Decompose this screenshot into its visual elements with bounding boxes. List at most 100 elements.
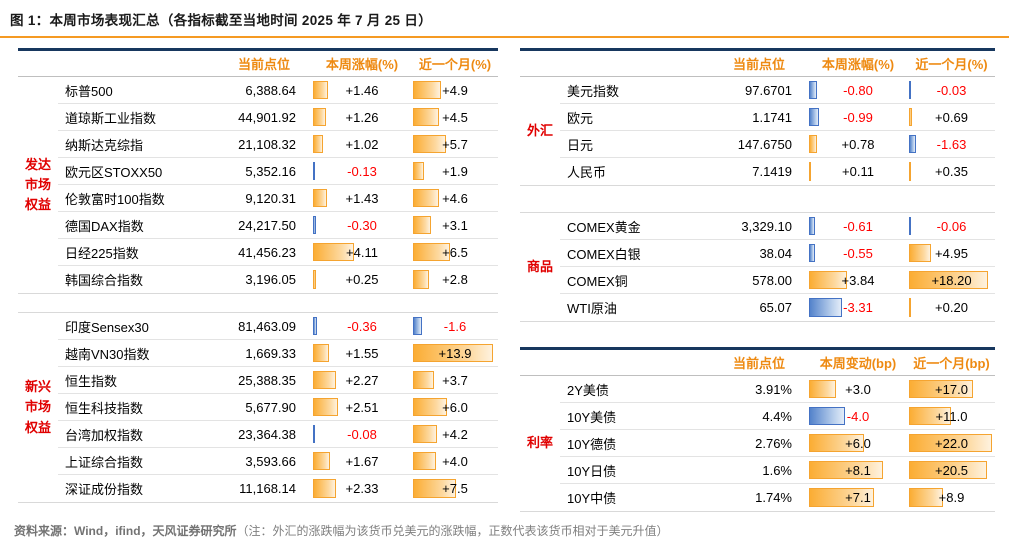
positive-data-bar xyxy=(313,452,330,470)
positive-change-cell: +1.02 xyxy=(312,131,412,158)
change-value: -0.55 xyxy=(843,245,873,261)
positive-change-cell: +4.9 xyxy=(412,77,498,104)
positive-data-bar xyxy=(909,108,912,126)
positive-change-cell: +7.1 xyxy=(808,484,908,511)
instrument-name: 韩国综合指数 xyxy=(65,273,144,288)
positive-data-bar xyxy=(413,371,435,389)
current-value: 1,669.33 xyxy=(216,340,312,367)
current-value: 38.04 xyxy=(710,240,808,267)
change-value: -0.03 xyxy=(936,82,967,98)
current-value: 4.4% xyxy=(710,403,808,430)
positive-change-cell: +6.0 xyxy=(412,394,498,421)
change-value: -4.0 xyxy=(846,408,870,424)
positive-data-bar xyxy=(313,371,336,389)
negative-change-cell: -0.99 xyxy=(808,104,908,131)
source-note: 资料来源：Wind，ifind，天风证券研究所（注：外汇的涨跌幅为该货币兑美元的… xyxy=(0,512,1009,539)
current-value: 1.74% xyxy=(755,490,792,505)
title-divider xyxy=(0,36,1009,38)
instrument-name: 深证成份指数 xyxy=(65,482,144,497)
change-value: +0.11 xyxy=(842,164,874,179)
tables-area: 当前点位 本周涨幅(%) 近一个月(%) 发达市场权益 标普500 6,388.64 +1.… xyxy=(0,38,1009,512)
positive-change-cell: +6.5 xyxy=(412,239,498,266)
instrument-name: 美元指数 xyxy=(560,77,710,104)
positive-change-cell: +3.84 xyxy=(808,267,908,294)
positive-change-cell: +17.0 xyxy=(908,376,995,403)
change-value: +6.0 xyxy=(845,435,871,451)
current-value: 1.6% xyxy=(710,457,808,484)
current-value: 97.6701 xyxy=(710,77,808,104)
table-group: 利率 2Y美债 3.91% +3.0 +17.0 10Y美债 4.4% -4.0 +11.0 10… xyxy=(520,376,995,512)
current-value: 11,168.14 xyxy=(239,481,296,496)
negative-data-bar xyxy=(909,217,911,235)
change-value: -0.08 xyxy=(347,426,377,442)
change-value: +1.26 xyxy=(345,109,379,125)
table-header-row: 当前点位 本周涨幅(%) 近一个月(%) xyxy=(520,48,995,77)
instrument-name: 10Y德债 xyxy=(560,430,710,457)
negative-change-cell: -0.55 xyxy=(808,240,908,267)
negative-data-bar xyxy=(809,81,817,99)
current-value: 2.76% xyxy=(710,430,808,457)
positive-data-bar xyxy=(313,398,339,416)
positive-change-cell: +0.20 xyxy=(908,294,995,321)
instrument-name: COMEX黄金 xyxy=(560,213,710,240)
positive-change-cell: +1.26 xyxy=(312,104,412,131)
positive-data-bar xyxy=(909,488,943,507)
current-value: 147.6750 xyxy=(710,131,808,158)
positive-change-cell: +2.51 xyxy=(312,394,412,421)
source-label: 资料来源：Wind，ifind，天风证券研究所 xyxy=(14,524,237,538)
positive-data-bar xyxy=(809,434,864,452)
table-group: 外汇 美元指数 97.6701 -0.80 -0.03 欧元 1.1741 -0.99 +0.6… xyxy=(520,77,995,186)
positive-change-cell: +3.1 xyxy=(412,212,498,239)
positive-change-cell: +6.0 xyxy=(808,430,908,457)
change-value: -1.6 xyxy=(443,318,467,334)
change-value: +1.46 xyxy=(345,82,379,98)
negative-change-cell: -0.03 xyxy=(908,77,995,104)
change-value: +1.55 xyxy=(345,345,379,361)
positive-data-bar xyxy=(413,398,448,416)
positive-data-bar xyxy=(413,243,451,261)
positive-change-cell: +3.0 xyxy=(808,376,908,403)
column-header: 近一个月(%) xyxy=(915,57,988,72)
instrument-name: 越南VN30指数 xyxy=(58,340,216,367)
positive-data-bar xyxy=(809,488,874,507)
positive-change-cell: +2.8 xyxy=(412,266,498,293)
current-value: 1.1741 xyxy=(710,104,808,131)
column-header: 本周变动(bp) xyxy=(819,356,897,371)
header-spacer xyxy=(58,51,216,76)
negative-data-bar xyxy=(313,425,315,443)
current-value: 81,463.09 xyxy=(216,313,312,340)
change-value: -0.99 xyxy=(843,109,873,125)
change-value: -0.61 xyxy=(843,218,873,234)
positive-data-bar xyxy=(909,298,911,317)
positive-data-bar xyxy=(809,380,837,398)
positive-change-cell: +8.1 xyxy=(808,457,908,484)
header-spacer xyxy=(520,350,560,375)
instrument-name: 2Y美债 xyxy=(560,376,710,403)
current-value: 3,329.10 xyxy=(710,213,808,240)
group-label-text: 发达市场权益 xyxy=(24,156,51,213)
change-value: +3.0 xyxy=(845,381,871,397)
current-value: 578.00 xyxy=(710,267,808,294)
positive-data-bar xyxy=(809,135,817,153)
negative-change-cell: -0.36 xyxy=(312,313,412,340)
change-value: +5.7 xyxy=(442,136,468,152)
positive-data-bar xyxy=(313,108,326,126)
group-label-text: 新兴市场权益 xyxy=(24,379,51,435)
table-group: 发达市场权益 标普500 6,388.64 +1.46 +4.9 道琼斯工业指数 44,90… xyxy=(18,77,498,294)
positive-change-cell: +2.33 xyxy=(312,475,412,502)
positive-change-cell: +4.6 xyxy=(412,185,498,212)
negative-change-cell: -1.63 xyxy=(908,131,995,158)
instrument-name: 德国DAX指数 xyxy=(58,212,216,239)
change-value: +11.0 xyxy=(935,408,968,424)
change-value: +6.5 xyxy=(442,244,468,260)
change-value: +2.8 xyxy=(442,272,468,287)
group-label: 利率 xyxy=(520,376,560,511)
change-value: +8.1 xyxy=(845,462,871,478)
column-header: 近一个月(bp) xyxy=(913,356,990,371)
positive-data-bar xyxy=(809,162,811,181)
positive-change-cell: +1.67 xyxy=(312,448,412,475)
current-value: 3,593.66 xyxy=(216,448,312,475)
change-value: +18.20 xyxy=(931,272,972,288)
current-value: 25,388.35 xyxy=(216,367,312,394)
